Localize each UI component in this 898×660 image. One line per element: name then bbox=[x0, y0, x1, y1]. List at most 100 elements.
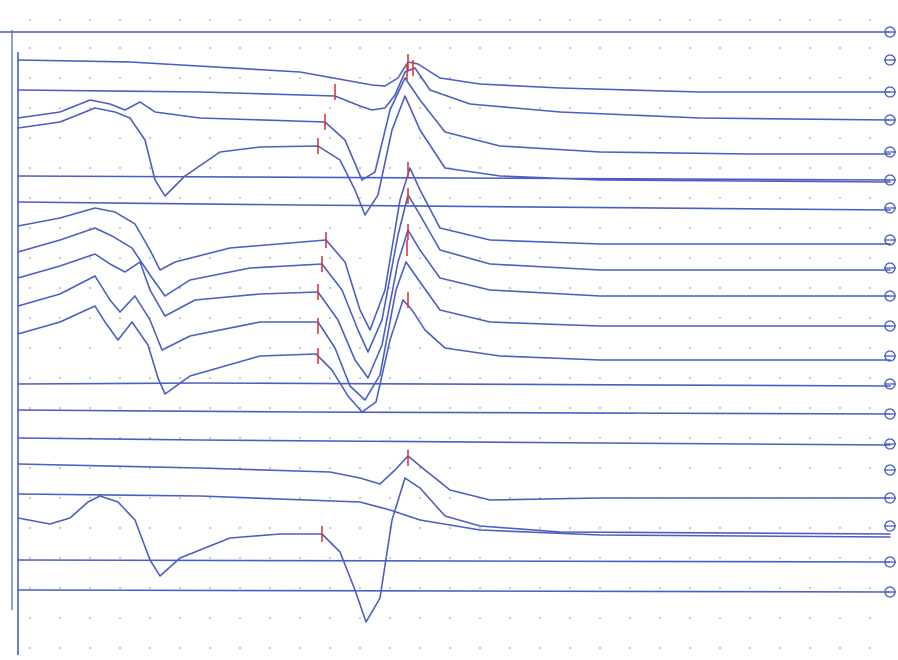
grid-dot bbox=[89, 47, 91, 49]
grid-dot bbox=[839, 587, 841, 589]
grid-dot bbox=[359, 167, 361, 169]
grid-dot bbox=[659, 557, 661, 559]
grid-dot bbox=[419, 47, 421, 49]
grid-dot bbox=[449, 257, 451, 259]
trace-handle-icon[interactable] bbox=[884, 146, 896, 158]
grid-dot bbox=[509, 227, 511, 229]
grid-dot bbox=[509, 317, 511, 319]
trace-handle-icon[interactable] bbox=[884, 114, 896, 126]
grid-dot bbox=[419, 467, 421, 469]
grid-dot bbox=[329, 527, 331, 529]
grid-dot bbox=[479, 167, 481, 169]
grid-dot bbox=[719, 527, 721, 529]
grid-dot bbox=[599, 437, 601, 439]
grid-dot bbox=[749, 137, 751, 139]
grid-dot bbox=[599, 617, 601, 619]
grid-dot bbox=[449, 19, 451, 21]
grid-dot bbox=[869, 77, 871, 79]
grid-dot bbox=[29, 287, 31, 289]
grid-dot bbox=[119, 527, 121, 529]
grid-dot bbox=[299, 287, 301, 289]
trace-handle-icon[interactable] bbox=[884, 464, 896, 476]
grid-dot bbox=[689, 467, 691, 469]
grid-dot bbox=[509, 437, 511, 439]
grid-dot bbox=[839, 347, 841, 349]
trace-handle-icon[interactable] bbox=[884, 26, 896, 38]
trace-handle-icon[interactable] bbox=[884, 556, 896, 568]
trace-handle-icon[interactable] bbox=[884, 492, 896, 504]
trace-handle-icon[interactable] bbox=[884, 54, 896, 66]
dotted-grid bbox=[29, 19, 871, 649]
grid-dot bbox=[269, 19, 271, 21]
grid-dot bbox=[329, 377, 331, 379]
grid-dot bbox=[449, 497, 451, 499]
grid-dot bbox=[749, 197, 751, 199]
grid-dot bbox=[239, 19, 241, 21]
trace-handle-icon[interactable] bbox=[884, 520, 896, 532]
grid-dot bbox=[809, 467, 811, 469]
trace-handle-icon[interactable] bbox=[884, 262, 896, 274]
grid-dot bbox=[719, 107, 721, 109]
grid-dot bbox=[629, 287, 631, 289]
grid-dot bbox=[149, 587, 151, 589]
grid-dot bbox=[269, 317, 271, 319]
trace-handle-icon[interactable] bbox=[884, 586, 896, 598]
grid-dot bbox=[719, 77, 721, 79]
grid-dot bbox=[839, 197, 841, 199]
grid-dot bbox=[89, 557, 91, 559]
grid-dot bbox=[719, 617, 721, 619]
grid-dot bbox=[449, 527, 451, 529]
grid-dot bbox=[119, 617, 121, 619]
grid-dot bbox=[689, 587, 691, 589]
grid-dot bbox=[149, 197, 151, 199]
trace-handle-icon[interactable] bbox=[884, 320, 896, 332]
grid-dot bbox=[599, 19, 601, 21]
grid-dot bbox=[419, 347, 421, 349]
grid-dot bbox=[479, 617, 481, 619]
grid-dot bbox=[149, 377, 151, 379]
grid-dot bbox=[149, 19, 151, 21]
trace-handle-icon[interactable] bbox=[884, 234, 896, 246]
grid-dot bbox=[629, 257, 631, 259]
grid-dot bbox=[479, 137, 481, 139]
grid-dot bbox=[569, 107, 571, 109]
grid-dot bbox=[329, 347, 331, 349]
grid-dot bbox=[839, 527, 841, 529]
trace-handle-icon[interactable] bbox=[884, 350, 896, 362]
trace-handle-icon[interactable] bbox=[884, 438, 896, 450]
grid-dot bbox=[419, 137, 421, 139]
trace-handle-icon[interactable] bbox=[884, 202, 896, 214]
grid-dot bbox=[419, 317, 421, 319]
grid-dot bbox=[59, 257, 61, 259]
grid-dot bbox=[659, 77, 661, 79]
grid-dot bbox=[449, 317, 451, 319]
grid-dot bbox=[209, 617, 211, 619]
grid-dot bbox=[539, 377, 541, 379]
grid-dot bbox=[299, 617, 301, 619]
grid-dot bbox=[119, 467, 121, 469]
grid-dot bbox=[479, 647, 481, 649]
trace-handle-icon[interactable] bbox=[884, 408, 896, 420]
handle-group bbox=[884, 26, 896, 598]
grid-dot bbox=[269, 107, 271, 109]
grid-dot bbox=[629, 617, 631, 619]
grid-dot bbox=[689, 377, 691, 379]
grid-dot bbox=[389, 467, 391, 469]
grid-dot bbox=[119, 167, 121, 169]
trace-line-18 bbox=[17, 477, 891, 623]
grid-dot bbox=[629, 19, 631, 21]
trace-handle-icon[interactable] bbox=[884, 290, 896, 302]
grid-dot bbox=[479, 77, 481, 79]
grid-dot bbox=[269, 137, 271, 139]
trace-handle-icon[interactable] bbox=[884, 86, 896, 98]
trace-handle-icon[interactable] bbox=[884, 174, 896, 186]
grid-dot bbox=[299, 47, 301, 49]
grid-dot bbox=[479, 227, 481, 229]
grid-dot bbox=[179, 347, 181, 349]
grid-dot bbox=[359, 347, 361, 349]
grid-dot bbox=[179, 19, 181, 21]
grid-dot bbox=[719, 317, 721, 319]
trace-handle-icon[interactable] bbox=[884, 378, 896, 390]
grid-dot bbox=[179, 137, 181, 139]
grid-dot bbox=[29, 19, 31, 21]
